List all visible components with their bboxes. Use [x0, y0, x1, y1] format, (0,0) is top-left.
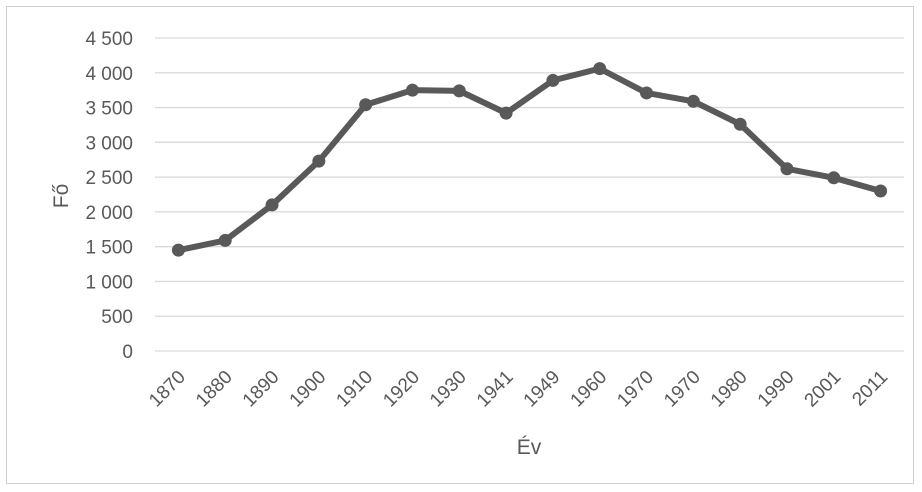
data-point [452, 84, 466, 98]
data-point [405, 83, 419, 97]
x-tick-labels: 1870 1880 1890 1900 1910 1920 1930 1941 1949 1960… [145, 367, 892, 412]
data-points [171, 62, 888, 257]
data-point [686, 94, 700, 108]
y-tick-label: 2 000 [85, 203, 133, 224]
x-tick-label: 1980 [707, 367, 752, 412]
y-axis-title: Fő [50, 184, 73, 209]
y-tick-label: 500 [101, 307, 133, 328]
data-point [874, 184, 888, 198]
x-tick-label: 1949 [520, 367, 565, 412]
x-tick-label: 1890 [239, 367, 284, 412]
series-line [175, 65, 884, 254]
x-tick-label: 1910 [332, 367, 377, 412]
x-tick-label: 1970 [660, 367, 705, 412]
y-tick-label: 4 000 [85, 64, 133, 85]
x-tick-label: 2011 [848, 367, 892, 411]
x-tick-label: 1870 [145, 367, 190, 412]
y-tick-labels: 0 500 1 000 1 500 2 000 2 500 3 000 3 500 4 000 4… [85, 29, 133, 363]
x-tick-label: 2001 [801, 367, 846, 412]
data-point [265, 198, 279, 212]
y-tick-label: 4 500 [85, 29, 133, 50]
x-axis-title: Év [517, 436, 542, 459]
data-point [780, 162, 794, 176]
x-tick-label: 1880 [192, 367, 237, 412]
data-point [593, 62, 607, 76]
data-point [218, 233, 232, 247]
data-point [640, 86, 654, 100]
gridlines [155, 37, 904, 352]
data-point [359, 98, 373, 112]
x-tick-label: 1960 [567, 367, 612, 412]
y-tick-label: 3 000 [85, 133, 133, 154]
y-tick-label: 2 500 [85, 168, 133, 189]
x-tick-label: 1941 [473, 367, 518, 412]
y-tick-label: 3 500 [85, 99, 133, 120]
series-line-group [175, 65, 884, 254]
y-tick-label: 1 000 [85, 272, 133, 293]
y-tick-label: 0 [122, 342, 133, 363]
data-point [171, 243, 185, 257]
data-point [546, 73, 560, 87]
data-point [499, 106, 513, 120]
data-point [312, 154, 326, 168]
data-point [827, 171, 841, 185]
x-tick-label: 1990 [754, 367, 799, 412]
data-point [733, 117, 747, 131]
x-tick-label: 1920 [379, 367, 424, 412]
x-tick-label: 1930 [426, 367, 471, 412]
y-tick-label: 1 500 [85, 238, 133, 259]
x-tick-label: 1900 [286, 367, 331, 412]
x-tick-label: 1970 [613, 367, 658, 412]
